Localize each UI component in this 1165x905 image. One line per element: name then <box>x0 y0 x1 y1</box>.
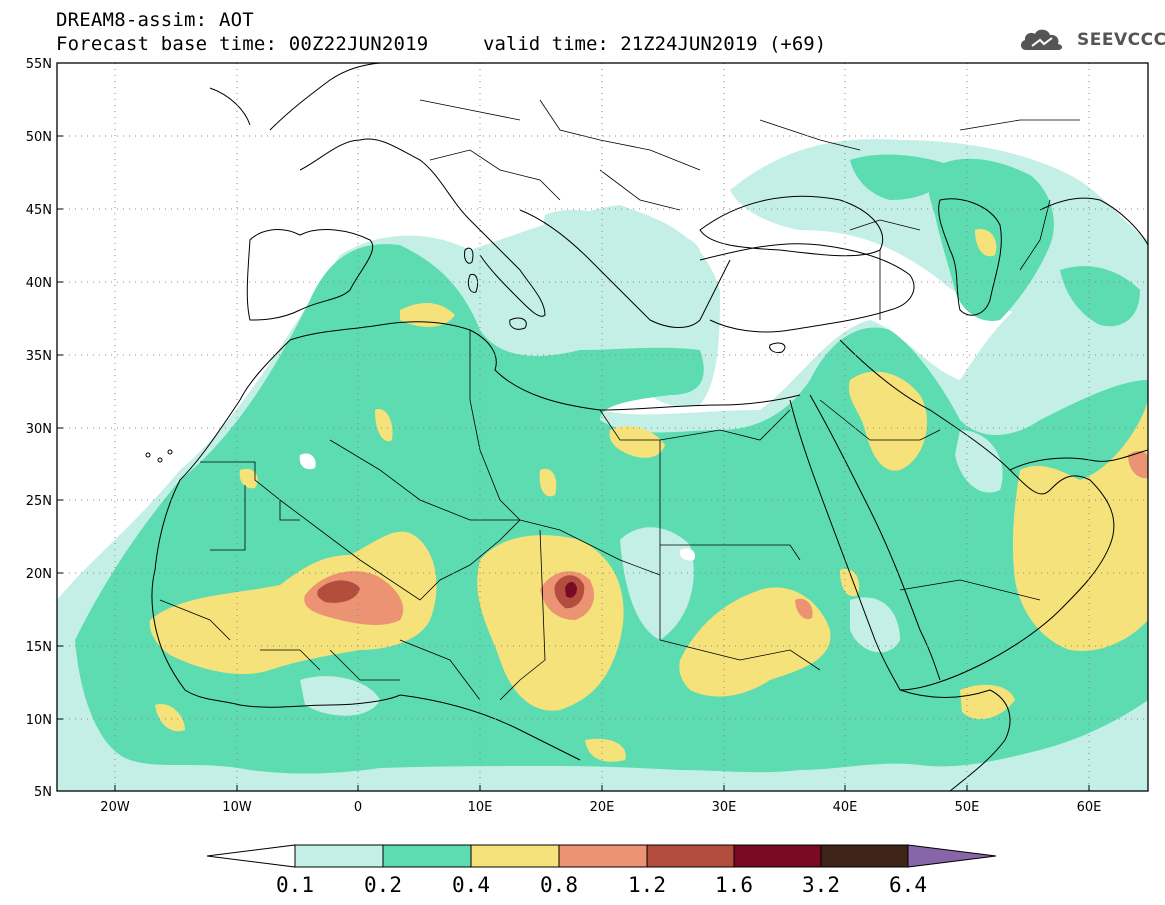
colorbar-label: 0.2 <box>364 873 402 897</box>
lat-label: 20N <box>26 567 52 582</box>
colorbar-labels: 0.1 0.2 0.4 0.8 1.2 1.6 3.2 6.4 <box>276 873 927 897</box>
aot-band-1.6 <box>565 582 577 598</box>
colorbar-segment-over <box>907 844 997 868</box>
lon-label: 30E <box>712 800 737 815</box>
colorbar-label: 3.2 <box>802 873 840 897</box>
lat-label: 5N <box>34 785 52 800</box>
colorbar-segment <box>558 844 648 868</box>
aot-band-0.2-e <box>1060 266 1140 327</box>
colorbar-label: 1.2 <box>628 873 666 897</box>
colorbar-segment <box>294 844 384 868</box>
forecast-base-time: Forecast base time: 00Z22JUN2019 <box>56 33 429 55</box>
lon-label: 20W <box>100 800 130 815</box>
lon-label: 0 <box>354 800 362 815</box>
colorbar-segment <box>382 844 472 868</box>
colorbar-segment <box>646 844 735 868</box>
lon-label: 40E <box>833 800 858 815</box>
aot-fields <box>57 139 1148 791</box>
lat-label: 25N <box>26 494 52 509</box>
lon-label: 60E <box>1077 800 1102 815</box>
product-title: DREAM8-assim: AOT <box>56 9 254 31</box>
aot-band-0.4-sudan <box>679 587 831 697</box>
colorbar-segment <box>733 844 822 868</box>
lat-label: 45N <box>26 203 52 218</box>
lon-label: 20E <box>590 800 615 815</box>
lat-labels: 55N 50N 45N 40N 35N 30N 25N 20N 15N 10N … <box>26 57 52 800</box>
colorbar-label: 6.4 <box>889 873 927 897</box>
lon-labels: 20W 10W 0 10E 20E 30E 40E 50E 60E <box>100 800 1101 815</box>
aot-band-0.2-ne <box>850 154 950 200</box>
lat-label: 30N <box>26 422 52 437</box>
colorbar <box>206 844 997 868</box>
aot-band-0.4-oman <box>1012 400 1148 651</box>
lon-label: 10E <box>468 800 493 815</box>
aot-band-0.4-libya <box>609 425 665 458</box>
lat-label: 15N <box>26 640 52 655</box>
cloud-icon <box>1020 29 1063 50</box>
aot-band-0.4-sahel <box>149 531 437 675</box>
lon-label: 50E <box>955 800 980 815</box>
logo-text: SEEVCCC <box>1077 30 1165 50</box>
lon-label: 10W <box>222 800 252 815</box>
aot-band-1.2 <box>317 580 360 603</box>
lat-label: 40N <box>26 276 52 291</box>
lat-label: 35N <box>26 349 52 364</box>
aot-band-0.1-balkans <box>543 209 700 294</box>
lat-label: 55N <box>26 57 52 72</box>
colorbar-label: 0.8 <box>540 873 578 897</box>
seevccc-logo <box>1020 29 1063 50</box>
colorbar-label: 1.6 <box>715 873 753 897</box>
borders <box>159 99 1080 701</box>
valid-time: valid time: 21Z24JUN2019 (+69) <box>483 33 827 55</box>
colorbar-segment-under <box>206 844 296 868</box>
colorbar-segment <box>820 844 909 868</box>
graticule <box>57 63 1148 791</box>
colorbar-label: 0.1 <box>276 873 314 897</box>
lat-label: 10N <box>26 713 52 728</box>
colorbar-label: 0.4 <box>452 873 490 897</box>
axis-ticks <box>57 62 1090 792</box>
coastlines <box>145 63 1148 791</box>
lat-label: 50N <box>26 130 52 145</box>
colorbar-segment <box>470 844 560 868</box>
